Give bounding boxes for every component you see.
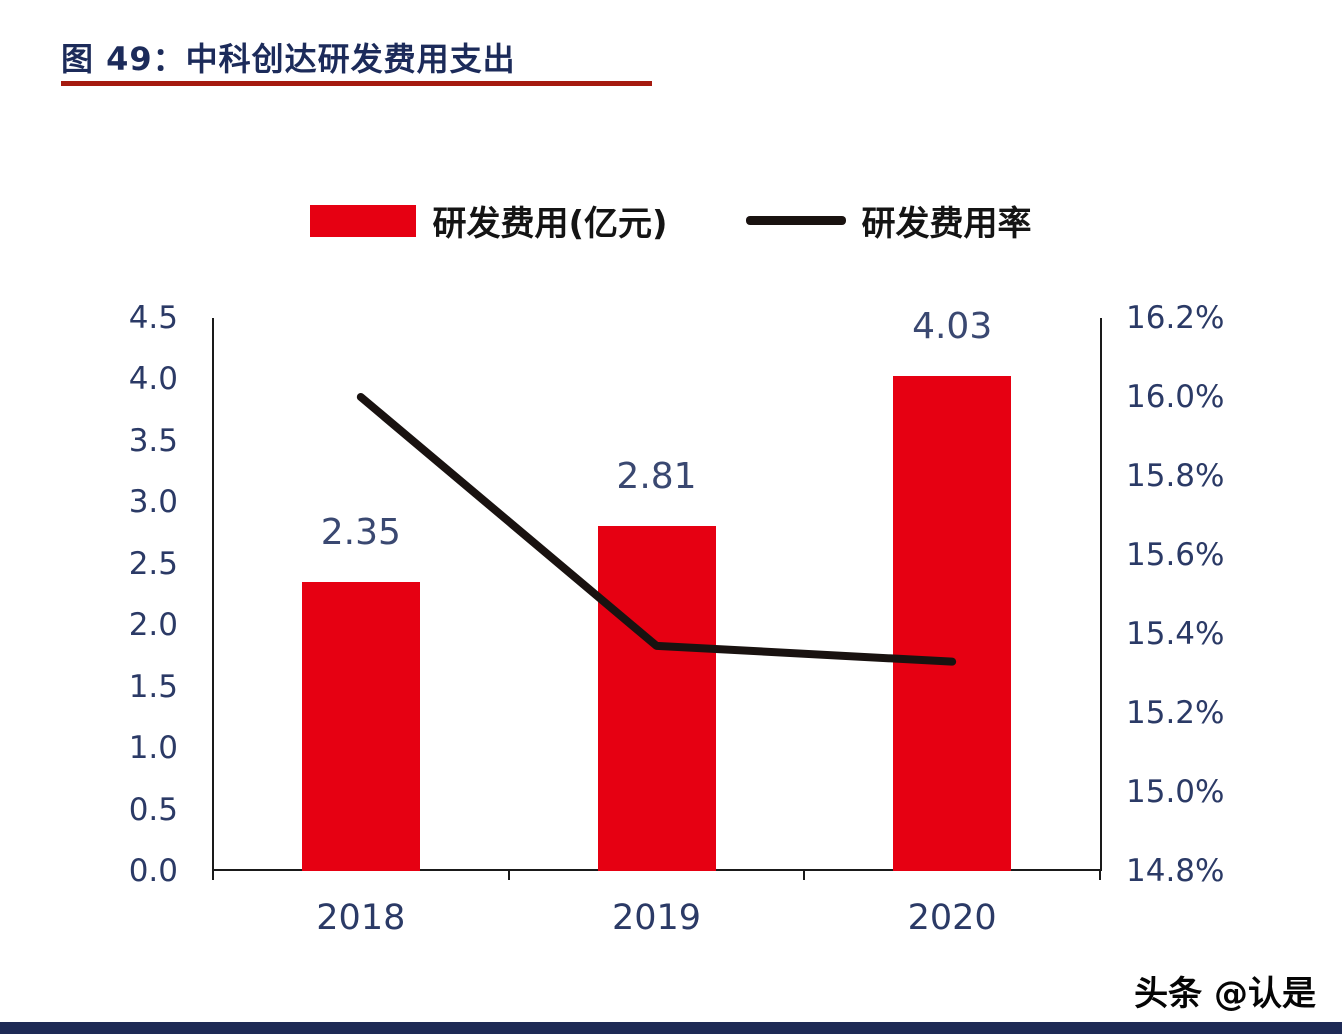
left-axis-tick-label: 0.0	[128, 853, 178, 889]
bar-value-label-2020: 4.03	[912, 305, 993, 347]
x-axis-tick	[1099, 871, 1101, 880]
left-axis-tick-label: 2.0	[128, 607, 178, 644]
bar-series-swatch	[310, 204, 417, 237]
left-axis-tick-label: 1.5	[128, 668, 178, 705]
bar-value-label-2019: 2.81	[616, 455, 697, 497]
left-axis-line	[212, 318, 214, 871]
right-axis-tick-label: 15.2%	[1126, 695, 1225, 731]
watermark: 头条 @认是	[1134, 974, 1316, 1014]
title-underline	[61, 81, 652, 86]
right-axis-tick-label: 16.0%	[1126, 379, 1225, 415]
figure-title: 图 49：中科创达研发费用支出	[61, 40, 516, 78]
left-axis-tick-label: 1.0	[128, 730, 178, 767]
left-axis-tick-label: 2.5	[128, 545, 178, 582]
bar-2019	[597, 525, 716, 871]
right-axis-tick-label: 15.4%	[1126, 616, 1225, 652]
right-axis-line	[1100, 318, 1102, 871]
footer-bar	[0, 1022, 1342, 1034]
x-axis-label-2018: 2018	[316, 898, 406, 938]
legend-label-rd-expense: 研发费用(亿元)	[432, 204, 668, 244]
right-axis-tick-label: 15.6%	[1126, 537, 1225, 573]
bar-2020	[893, 375, 1012, 871]
left-axis-tick-label: 4.5	[128, 300, 178, 336]
right-axis-tick-label: 15.8%	[1126, 458, 1225, 494]
right-axis-tick-label: 14.8%	[1126, 853, 1225, 889]
bar-value-label-2018: 2.35	[320, 512, 401, 554]
x-axis-tick	[212, 871, 214, 880]
legend-item-rd-expense: 研发费用(亿元)	[310, 196, 668, 245]
legend-item-rd-rate: 研发费用率	[745, 196, 1032, 245]
x-axis-tick	[803, 871, 806, 880]
left-axis-tick-label: 3.0	[128, 484, 178, 521]
right-axis-tick-label: 15.0%	[1126, 774, 1225, 810]
left-axis-tick-label: 4.0	[128, 361, 178, 398]
bar-2018	[301, 582, 420, 871]
line-series-swatch	[745, 216, 846, 225]
x-axis-label-2019: 2019	[611, 898, 702, 938]
left-axis-tick-label: 3.5	[128, 422, 178, 459]
left-axis-tick-label: 0.5	[128, 791, 178, 828]
right-axis-tick-label: 16.2%	[1126, 300, 1225, 336]
x-axis-label-2020: 2020	[907, 898, 997, 938]
chart-legend: 研发费用(亿元) 研发费用率	[0, 196, 1342, 245]
legend-label-rd-rate: 研发费用率	[861, 204, 1032, 244]
x-axis-tick	[507, 871, 510, 880]
